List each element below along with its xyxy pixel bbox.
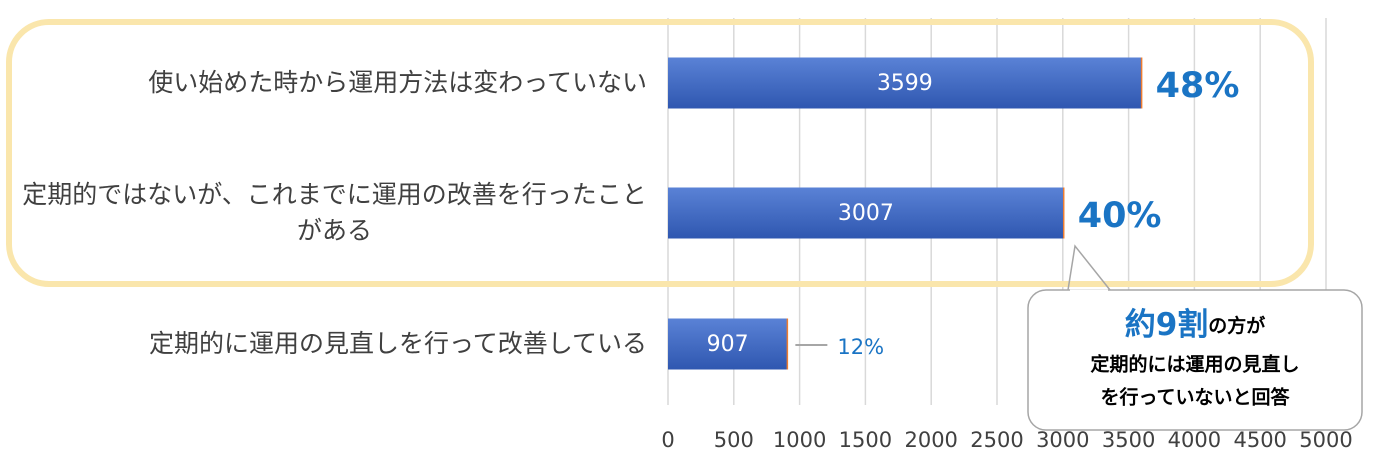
callout-line: を行っていないと回答 — [1100, 386, 1290, 409]
bar — [668, 318, 788, 370]
x-tick-label: 4000 — [1168, 428, 1221, 452]
x-tick-label: 4500 — [1233, 428, 1286, 452]
bar — [668, 57, 1142, 109]
callout-text: の方が — [1208, 314, 1265, 337]
percent-label: 12% — [837, 335, 884, 359]
value-label: 907 — [707, 332, 749, 357]
bar — [668, 187, 1064, 239]
x-tick-label: 5000 — [1299, 428, 1352, 452]
x-tick-label: 2000 — [904, 428, 957, 452]
x-tick-label: 1500 — [839, 428, 892, 452]
x-tick-label: 2500 — [970, 428, 1023, 452]
category-label: 定期的に運用の見直しを行って改善している — [148, 329, 647, 358]
x-tick-label: 3500 — [1102, 428, 1155, 452]
percent-label: 48% — [1156, 66, 1240, 106]
value-label: 3599 — [877, 71, 933, 96]
x-tick-label: 0 — [661, 428, 674, 452]
x-tick-label: 1000 — [773, 428, 826, 452]
callout-line: 定期的には運用の見直し — [1090, 353, 1299, 376]
callout-box — [1027, 289, 1363, 431]
x-tick-label: 3000 — [1036, 428, 1089, 452]
callout-head: 約9割の方が — [1125, 307, 1266, 343]
callout-highlight: 約9割 — [1125, 307, 1209, 343]
callout-tail — [1067, 244, 1111, 291]
x-tick-label: 500 — [714, 428, 754, 452]
highlight-frame — [6, 19, 1314, 287]
value-label: 3007 — [838, 201, 894, 226]
category-label: 使い始めた時から運用方法は変わっていない — [148, 68, 647, 97]
percent-label: 40% — [1078, 196, 1162, 236]
category-label: 定期的ではないが、これまでに運用の改善を行ったことがある — [22, 180, 647, 245]
